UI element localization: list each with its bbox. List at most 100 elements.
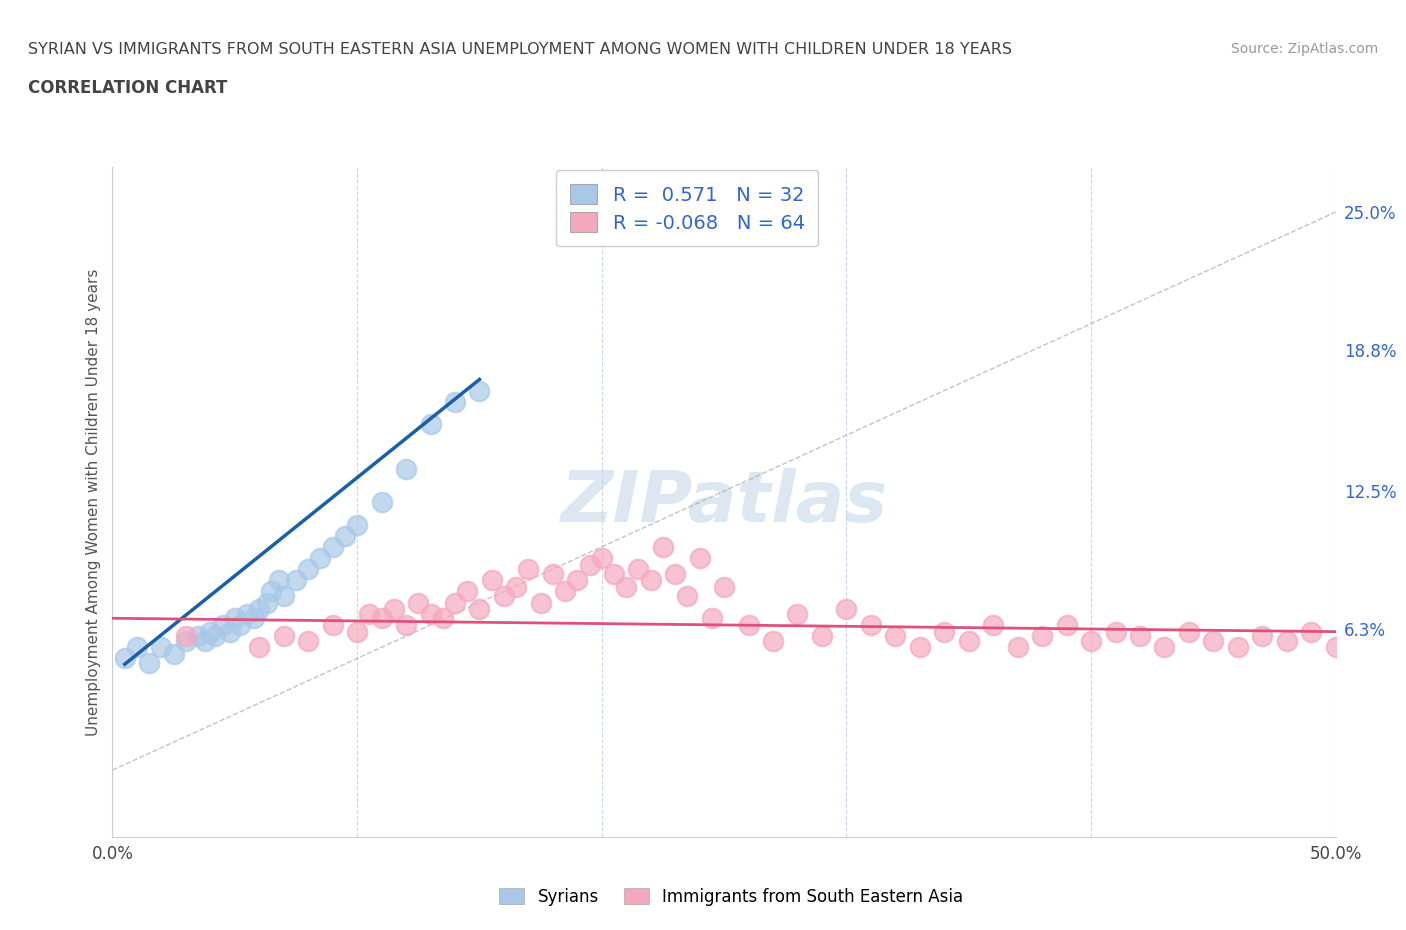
- Text: SYRIAN VS IMMIGRANTS FROM SOUTH EASTERN ASIA UNEMPLOYMENT AMONG WOMEN WITH CHILD: SYRIAN VS IMMIGRANTS FROM SOUTH EASTERN …: [28, 42, 1012, 57]
- Point: [228, 618, 250, 632]
- Point: [187, 629, 209, 644]
- Point: [591, 551, 613, 565]
- Point: [1056, 618, 1078, 632]
- Point: [737, 618, 759, 632]
- Point: [517, 562, 540, 577]
- Point: [273, 589, 295, 604]
- Point: [247, 602, 270, 617]
- Point: [138, 656, 160, 671]
- Point: [957, 633, 980, 648]
- Point: [395, 461, 418, 476]
- Point: [346, 517, 368, 532]
- Point: [395, 618, 418, 632]
- Point: [859, 618, 882, 632]
- Text: Source: ZipAtlas.com: Source: ZipAtlas.com: [1230, 42, 1378, 56]
- Point: [1324, 640, 1347, 655]
- Point: [627, 562, 650, 577]
- Point: [444, 394, 467, 409]
- Point: [1104, 624, 1126, 639]
- Point: [578, 557, 600, 572]
- Point: [981, 618, 1004, 632]
- Point: [236, 606, 259, 621]
- Point: [163, 646, 186, 661]
- Point: [247, 640, 270, 655]
- Y-axis label: Unemployment Among Women with Children Under 18 years: Unemployment Among Women with Children U…: [86, 269, 101, 736]
- Point: [603, 566, 626, 581]
- Point: [243, 611, 266, 626]
- Point: [614, 579, 637, 594]
- Point: [1374, 633, 1396, 648]
- Point: [204, 629, 226, 644]
- Point: [664, 566, 686, 581]
- Point: [273, 629, 295, 644]
- Point: [492, 589, 515, 604]
- Point: [309, 551, 332, 565]
- Point: [1275, 633, 1298, 648]
- Point: [114, 651, 136, 666]
- Point: [150, 640, 173, 655]
- Point: [541, 566, 564, 581]
- Point: [908, 640, 931, 655]
- Point: [224, 611, 246, 626]
- Point: [1301, 624, 1323, 639]
- Point: [1348, 629, 1371, 644]
- Point: [432, 611, 454, 626]
- Point: [359, 606, 381, 621]
- Point: [297, 633, 319, 648]
- Point: [640, 573, 662, 588]
- Point: [346, 624, 368, 639]
- Point: [1226, 640, 1249, 655]
- Point: [174, 629, 197, 644]
- Point: [1153, 640, 1175, 655]
- Point: [1080, 633, 1102, 648]
- Point: [256, 595, 278, 610]
- Point: [1251, 629, 1274, 644]
- Point: [1129, 629, 1152, 644]
- Point: [297, 562, 319, 577]
- Legend: Syrians, Immigrants from South Eastern Asia: Syrians, Immigrants from South Eastern A…: [492, 881, 970, 912]
- Point: [762, 633, 785, 648]
- Point: [934, 624, 956, 639]
- Point: [1398, 624, 1406, 639]
- Point: [370, 611, 392, 626]
- Point: [333, 528, 356, 543]
- Point: [884, 629, 907, 644]
- Point: [505, 579, 527, 594]
- Point: [1202, 633, 1225, 648]
- Point: [284, 573, 308, 588]
- Point: [786, 606, 808, 621]
- Point: [322, 618, 344, 632]
- Point: [1178, 624, 1201, 639]
- Point: [468, 383, 491, 398]
- Point: [200, 624, 222, 639]
- Legend: R =  0.571   N = 32, R = -0.068   N = 64: R = 0.571 N = 32, R = -0.068 N = 64: [557, 170, 818, 246]
- Text: ZIPatlas: ZIPatlas: [561, 468, 887, 537]
- Point: [125, 640, 148, 655]
- Point: [267, 573, 290, 588]
- Point: [211, 618, 233, 632]
- Point: [456, 584, 478, 599]
- Point: [811, 629, 834, 644]
- Point: [554, 584, 576, 599]
- Point: [174, 633, 197, 648]
- Point: [835, 602, 858, 617]
- Point: [1031, 629, 1053, 644]
- Text: CORRELATION CHART: CORRELATION CHART: [28, 79, 228, 97]
- Point: [444, 595, 467, 610]
- Point: [419, 606, 441, 621]
- Point: [713, 579, 735, 594]
- Point: [194, 633, 217, 648]
- Point: [700, 611, 723, 626]
- Point: [408, 595, 430, 610]
- Point: [219, 624, 242, 639]
- Point: [260, 584, 283, 599]
- Point: [652, 539, 675, 554]
- Point: [676, 589, 699, 604]
- Point: [689, 551, 711, 565]
- Point: [1007, 640, 1029, 655]
- Point: [567, 573, 589, 588]
- Point: [382, 602, 405, 617]
- Point: [322, 539, 344, 554]
- Point: [370, 495, 392, 510]
- Point: [529, 595, 551, 610]
